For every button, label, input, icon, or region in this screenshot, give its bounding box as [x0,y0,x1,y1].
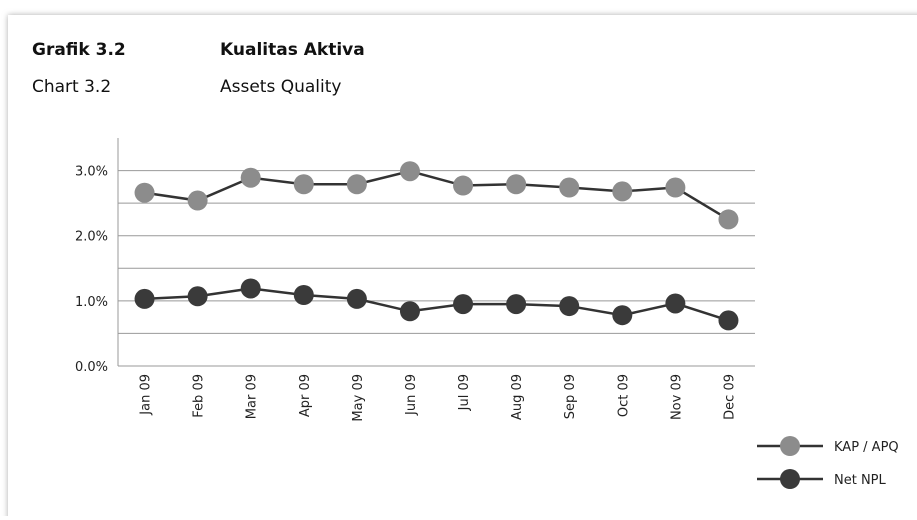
x-tick-label: Oct 09 [616,374,631,417]
x-tick-label: Jan 09 [139,374,154,416]
point [718,209,739,230]
x-tick-label: Aug 09 [510,374,525,420]
point [187,190,208,211]
chart-label-en: Chart 3.2 [32,77,111,97]
x-tick-label: Nov 09 [669,374,684,420]
point [453,294,474,315]
point [134,182,155,203]
point [559,177,580,198]
legend-marker [780,469,800,489]
legend-label: Net NPL [834,473,887,488]
chart-title: Kualitas Aktiva [220,40,365,60]
point [506,294,527,315]
legend-label: KAP / APQ [834,440,899,455]
point [293,284,314,305]
point [612,305,633,326]
point [399,301,420,322]
x-tick-label: Mar 09 [245,374,260,419]
point [453,175,474,196]
x-tick-label: May 09 [351,374,366,422]
y-tick-label: 0.0% [75,360,108,375]
point [346,174,367,195]
x-tick-label: Jul 09 [457,374,472,411]
point [559,296,580,317]
x-tick-label: Sep 09 [563,374,578,419]
x-tick-label: Dec 09 [722,374,737,420]
point [346,288,367,309]
x-tick-label: Feb 09 [192,374,207,418]
chart-label: Grafik 3.2 [32,40,126,60]
point [293,174,314,195]
y-tick-label: 3.0% [75,165,108,180]
x-tick-label: Jun 09 [404,374,419,416]
y-tick-label: 2.0% [75,230,108,245]
point [665,293,686,314]
point [187,286,208,307]
point [718,310,739,331]
point [134,288,155,309]
x-tick-label: Apr 09 [298,374,313,417]
legend-marker [780,436,800,456]
y-tick-label: 1.0% [75,295,108,310]
point [665,177,686,198]
point [612,181,633,202]
point [240,278,261,299]
card [8,15,917,520]
point [399,161,420,182]
point [506,174,527,195]
chart-title-en: Assets Quality [220,77,341,97]
point [240,167,261,188]
